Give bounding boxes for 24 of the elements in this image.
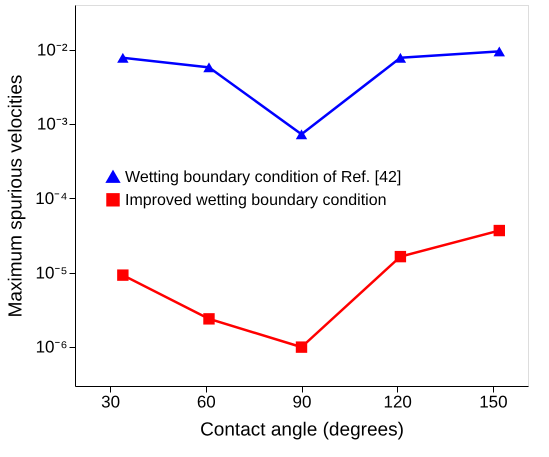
x-tick-label: 150 [479,392,508,412]
legend-label: Wetting boundary condition of Ref. [42] [125,168,402,186]
point [394,250,406,262]
point [494,224,505,236]
x-tick-label: 120 [384,392,412,412]
point [203,313,215,325]
legend-label: Improved wetting boundary condition [125,192,386,209]
point [494,46,505,56]
y-tick-label: 10⁻³ [36,114,68,134]
x-tick-label: 90 [292,392,312,412]
point [394,52,406,63]
y-tick-label: 10⁻² [36,40,68,60]
y-tick-label: 10⁻⁴ [35,188,68,208]
x-tick-label: 60 [196,392,216,412]
point [117,52,129,63]
point [296,129,308,140]
point [203,62,215,72]
y-axis-title: Maximum spurious velocities [5,74,26,318]
x-tick-label: 30 [101,392,120,412]
point [296,341,308,353]
y-tick-label: 10⁻⁶ [36,338,68,357]
x-axis-title: Contact angle (degrees) [200,420,404,440]
y-tick-label: 10⁻⁵ [36,263,68,282]
point [117,269,129,281]
